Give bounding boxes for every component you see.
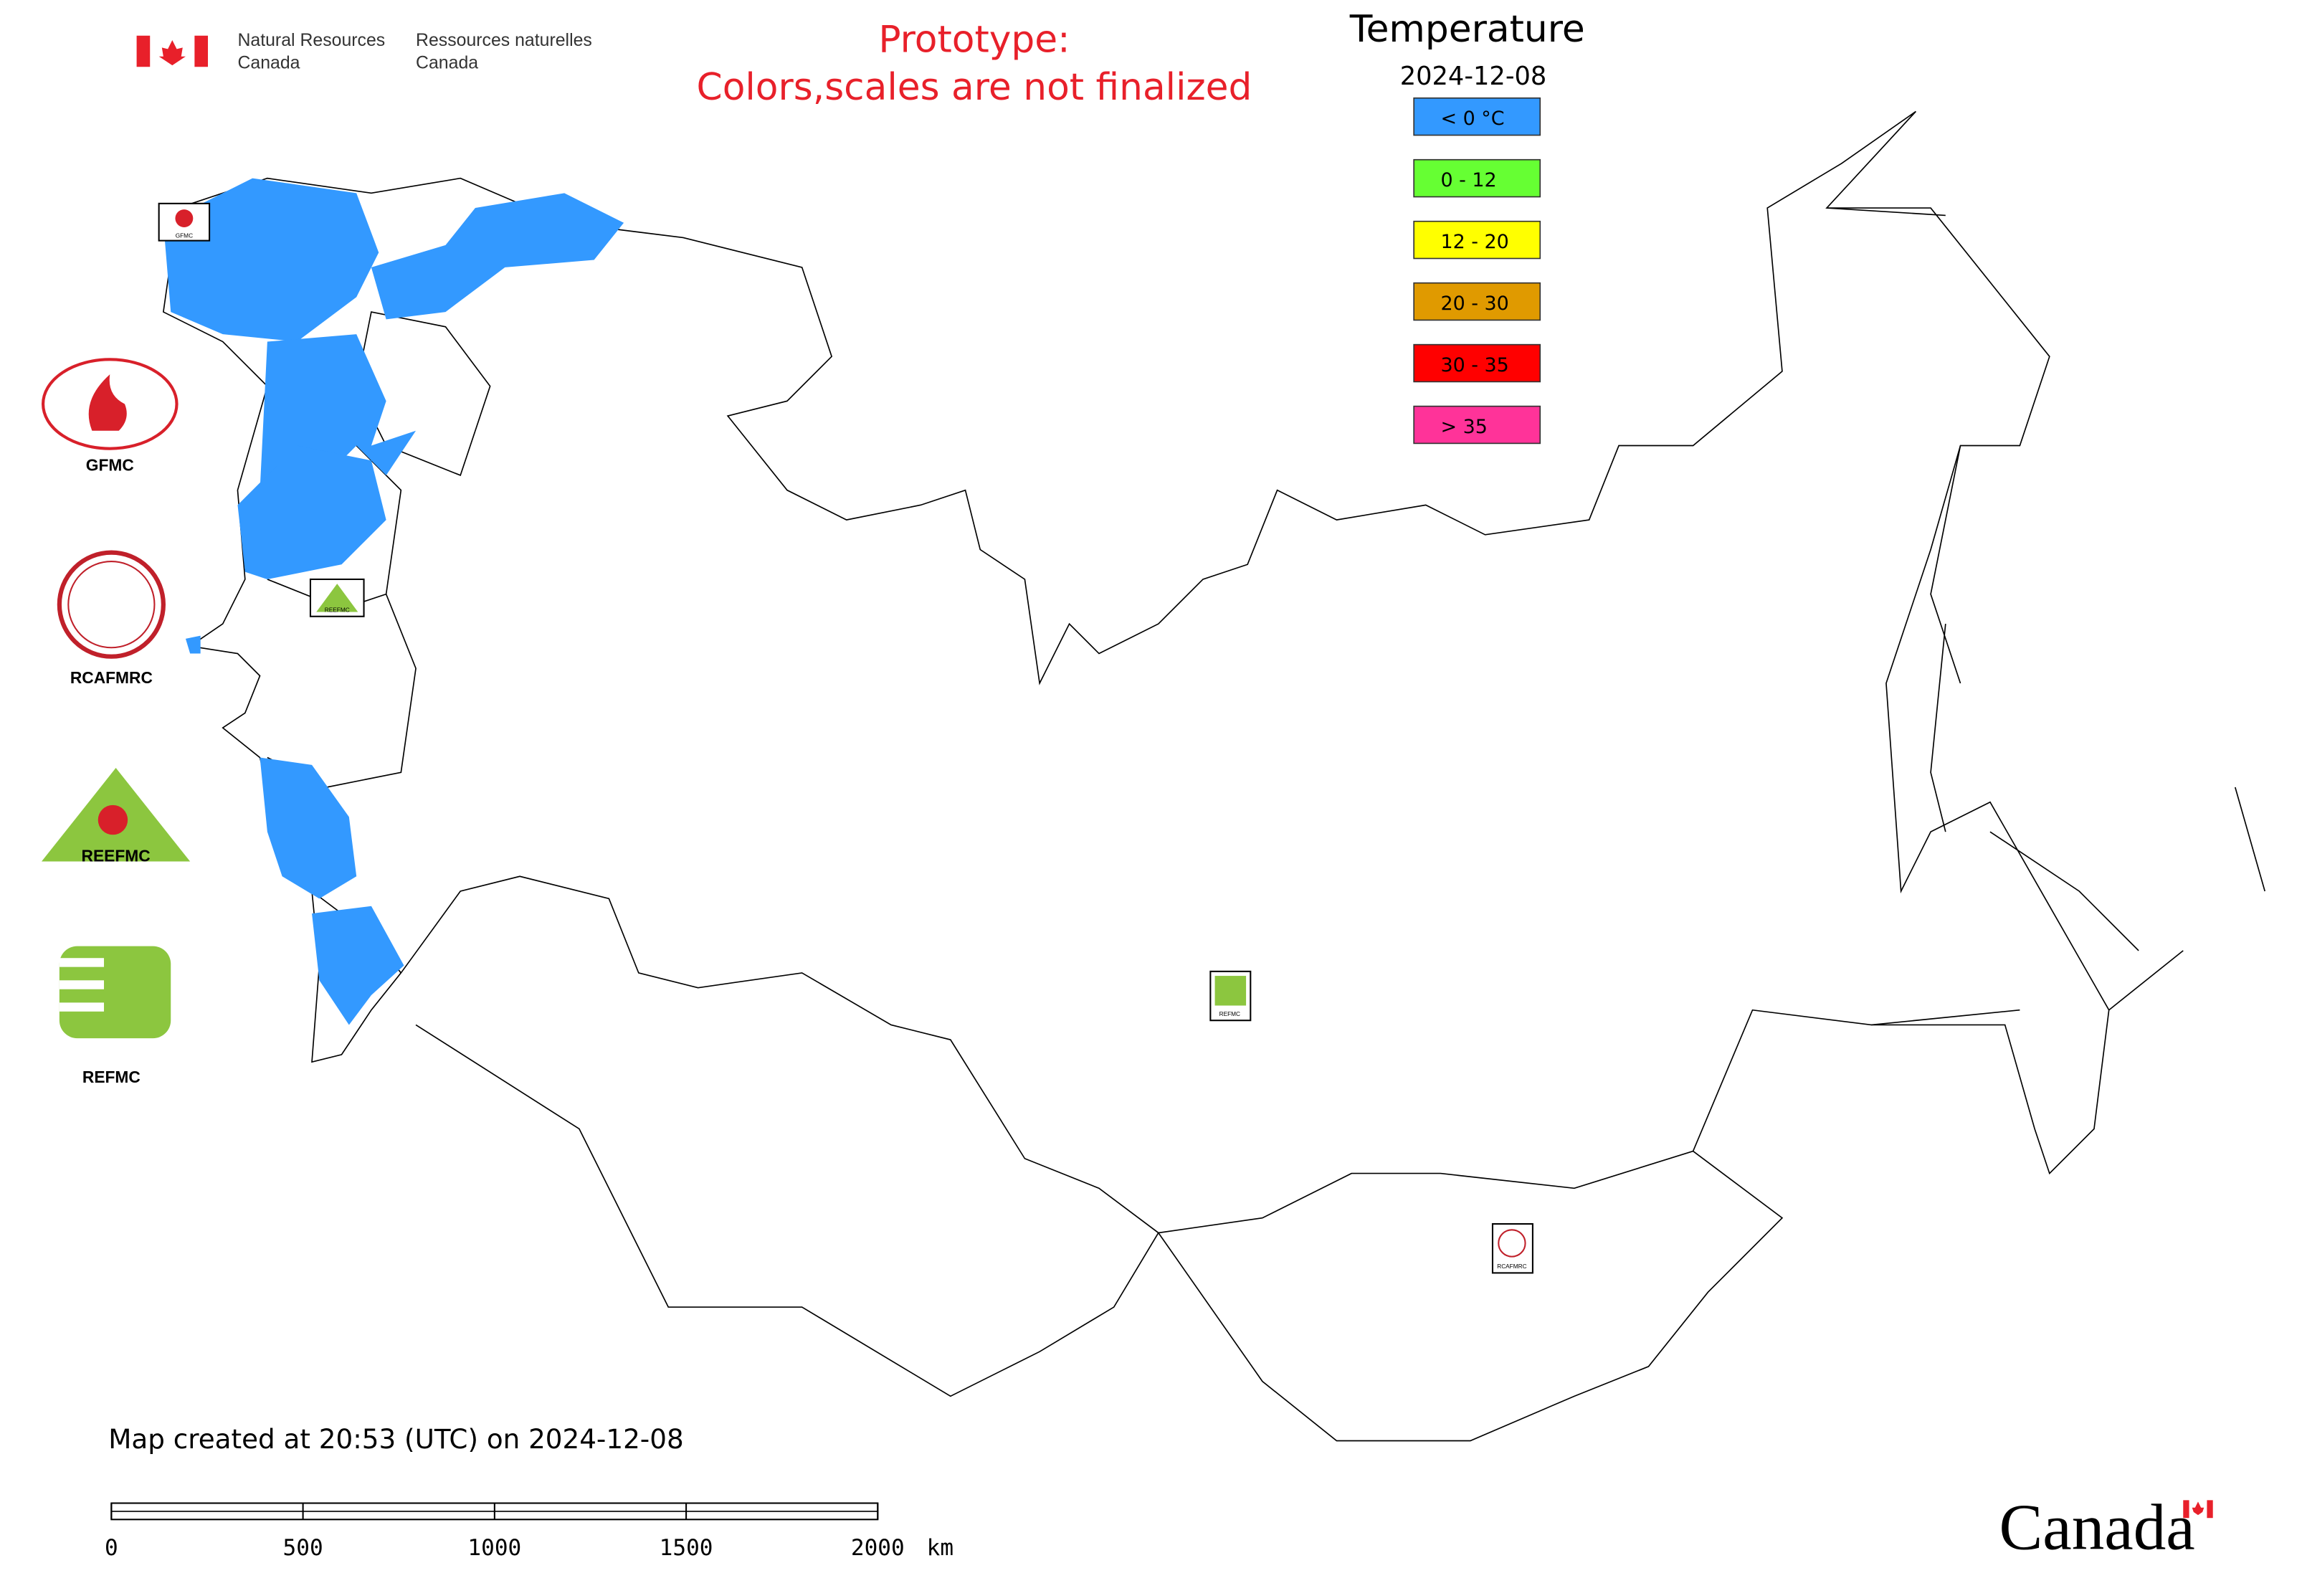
agency-fr: Canada bbox=[416, 53, 478, 72]
scale-label: 1000 bbox=[467, 1535, 521, 1561]
agency-fr: Ressources naturelles bbox=[416, 31, 592, 50]
legend-swatch bbox=[1413, 343, 1541, 383]
wordmark: Canada bbox=[1999, 1491, 2194, 1564]
legend-label: 30 - 35 bbox=[1440, 354, 1508, 376]
logo-label: RCAFMRC bbox=[70, 668, 153, 687]
legend-swatch bbox=[1413, 282, 1541, 321]
legend-date: 2024-12-08 bbox=[1400, 62, 1547, 91]
scale-unit: km bbox=[927, 1535, 953, 1561]
legend-label: > 35 bbox=[1440, 416, 1487, 438]
logo-label: GFMC bbox=[86, 456, 134, 475]
legend-label: < 0 °C bbox=[1440, 108, 1504, 130]
scale-label: 500 bbox=[283, 1535, 323, 1561]
scale-label: 1500 bbox=[660, 1535, 713, 1561]
map-markers: GFMC REEFMC REFMC RCAFMRC bbox=[158, 202, 1533, 1274]
canada-wordmark: Canada bbox=[1999, 1491, 2213, 1564]
logo-label: REFMC bbox=[82, 1068, 141, 1086]
notice: Colors,scales are not finalized bbox=[697, 66, 1252, 109]
legend-swatch bbox=[1413, 97, 1541, 136]
scale-bar: 0 500 1000 1500 2000 km bbox=[105, 1502, 953, 1561]
marker-label: REEFMC bbox=[325, 607, 350, 614]
logos: GFMC RCAFMRC REEFMC REFMC bbox=[42, 358, 191, 1086]
agency-en: Canada bbox=[237, 53, 300, 72]
notice: Prototype: bbox=[878, 19, 1070, 62]
legend-label: 12 - 20 bbox=[1440, 231, 1508, 253]
legend-title: Temperature bbox=[1349, 8, 1585, 51]
legend-swatch bbox=[1413, 220, 1541, 260]
legend: Temperature 2024-12-08 < 0 °C 0 - 12 12 - … bbox=[1349, 8, 1585, 445]
marker-label: GFMC bbox=[176, 232, 193, 239]
legend-label: 0 - 12 bbox=[1440, 169, 1496, 191]
created-note: Map created at 20:53 (UTC) on 2024-12-08 bbox=[108, 1423, 683, 1455]
scale-label: 2000 bbox=[851, 1535, 905, 1561]
legend-swatch bbox=[1413, 405, 1541, 445]
logo-label: REEFMC bbox=[82, 847, 151, 865]
cold-regions bbox=[163, 178, 624, 1025]
legend-swatch bbox=[1413, 158, 1541, 198]
legend-label: 20 - 30 bbox=[1440, 293, 1508, 315]
marker-label: RCAFMRC bbox=[1497, 1263, 1526, 1270]
marker-label: REFMC bbox=[1219, 1011, 1240, 1017]
map bbox=[162, 110, 2266, 1442]
nrcan-signature: Natural Resources Canada Ressources natu… bbox=[136, 31, 592, 72]
scale-label: 0 bbox=[105, 1535, 118, 1561]
agency-en: Natural Resources bbox=[237, 31, 385, 50]
